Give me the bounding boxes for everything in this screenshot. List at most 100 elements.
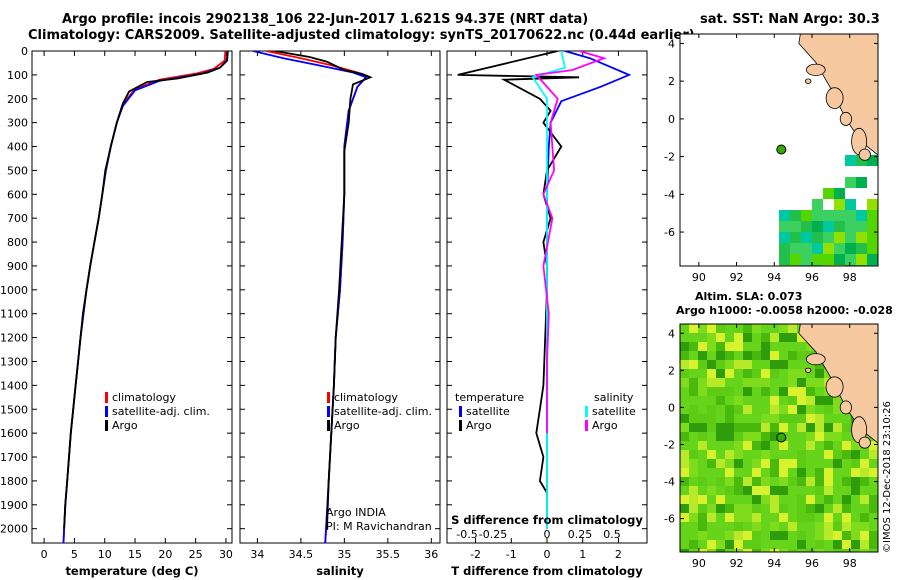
sla-map-cell [797,540,806,549]
sal-legend-climatology-label: climatology [334,391,398,404]
sla-map-cell [725,405,734,414]
sla-map-cell [815,540,824,549]
sla-map-cell [797,495,806,504]
sla-map-cell [824,441,833,450]
sla-map-y-tick-label: -6 [664,513,675,526]
sla-map-cell [761,414,770,423]
sla-map-x-tick-label: 96 [805,557,819,570]
sst-map-cell [834,232,845,243]
sst-map-cell [812,199,823,210]
sla-map-cell [851,477,860,486]
sla-map-cell [806,414,815,423]
sst-map-island [805,78,812,84]
sla-map-cell [797,333,806,342]
sst-map-cell [801,243,812,254]
sla-map-cell [716,360,725,369]
sla-map-cell [725,477,734,486]
sla-map-cell [779,405,788,414]
sst-map-cell [779,210,790,221]
sla-map-cell [761,459,770,468]
sla-map-cell [716,351,725,360]
sla-map-cell [716,459,725,468]
temp-legend-argo-swatch [105,420,108,431]
sla-map-cell [698,342,707,351]
sla-map-x-tick-label: 90 [692,557,706,570]
sst-map-cell [790,210,801,221]
sla-map-cell [734,522,743,531]
sal-legend-satellite-label: satellite-adj. clim. [334,405,432,418]
sla-map-cell [806,405,815,414]
sst-map-cell [790,232,801,243]
sla-map-cell [698,360,707,369]
sla-map-cell [797,513,806,522]
sla-map-cell [842,477,851,486]
sst-map-cell [823,232,834,243]
sla-map-cell [680,495,689,504]
sla-map-cell [770,360,779,369]
diff-legend-salinity-title: salinity [594,391,634,404]
sla-map-cell [842,513,851,522]
sla-map-cell [761,342,770,351]
sla-map-cell [680,369,689,378]
sla-map-cell [824,450,833,459]
sla-map-cell [707,324,716,333]
sla-map-cell [680,360,689,369]
sla-map-cell [833,522,842,531]
sla-map-cell [797,414,806,423]
sla-map-cell [689,513,698,522]
sst-map-y-tick-label: -6 [664,226,675,239]
diff-x-axis-label: T difference from climatology [451,564,643,578]
sla-map-cell [698,522,707,531]
sla-map-cell [734,486,743,495]
sla-map-cell [869,450,878,459]
diff-secondary-x-tick-label: -0.25 [479,528,507,541]
sla-map-field [680,324,878,552]
sla-map-cell [743,378,752,387]
sla-map-cell [860,549,869,552]
sla-map-cell [725,414,734,423]
sla-map-cell [824,468,833,477]
diff-x-tick-label: -2 [470,548,481,561]
sst-map-cell [812,210,823,221]
sst-map-x-tick-label: 96 [805,271,819,284]
sla-map-island [839,400,853,415]
temp-series-group [62,51,229,543]
sla-map-cell [752,522,761,531]
sla-map-cell [725,387,734,396]
sst-map-y-tick-label: 0 [668,113,675,126]
diff-legend-temp-argo-label: Argo [466,419,492,432]
sal-legend-argo-label: Argo [334,419,360,432]
sla-map-cell [725,486,734,495]
sla-map-cell [680,477,689,486]
sla-map-cell [743,531,752,540]
sla-map-cell [824,495,833,504]
sla-map-cell [770,459,779,468]
sla-map-cell [743,405,752,414]
sla-map-cell [698,531,707,540]
temp-legend-satellite-swatch [105,406,108,417]
map-sst-map: 90 92 94 96 98 4 2 0 -2 -4 -6 [664,33,879,284]
sla-map-cell [707,504,716,513]
sla-map-cell [788,324,797,333]
sla-map-cell [761,333,770,342]
sla-map-cell [815,504,824,513]
sla-map-cell [851,468,860,477]
sla-map-cell [779,486,788,495]
sal-x-tick-label: 34 [250,548,264,561]
sla-map-cell [815,477,824,486]
sla-map-cell [860,540,869,549]
sal-legend-satellite-swatch [327,406,330,417]
sla-map-cell [806,495,815,504]
sst-map-cell [867,265,878,266]
sla-map-cell [707,540,716,549]
sla-map-island [858,436,871,449]
sla-map-cell [689,360,698,369]
sla-map-cell [734,333,743,342]
sla-map-cell [716,540,725,549]
sla-map-cell [806,423,815,432]
sla-map-cell [833,459,842,468]
diff-legend-temperature-title: temperature [455,391,524,404]
sst-map-cell [801,232,812,243]
sla-map-cell [707,360,716,369]
